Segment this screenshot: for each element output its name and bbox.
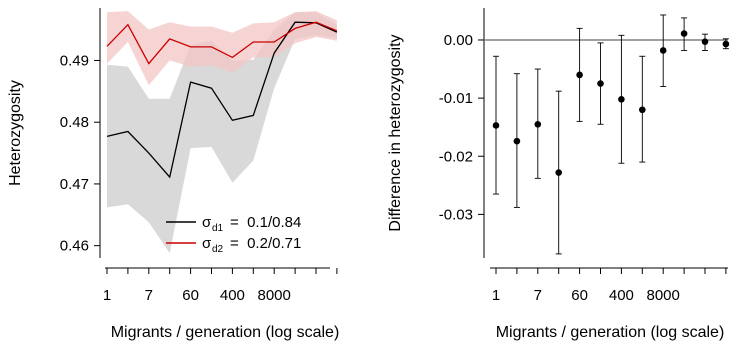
data-point bbox=[722, 40, 730, 48]
x-tick-label: 7 bbox=[534, 287, 542, 304]
x-tick-label: 8000 bbox=[647, 287, 680, 304]
left-x-axis-title: Migrants / generation (log scale) bbox=[111, 324, 340, 341]
line-series-2 bbox=[106, 21, 338, 65]
left-y-axis-title: Heterozygosity bbox=[7, 80, 24, 186]
y-tick-label: -0.02 bbox=[439, 148, 473, 165]
left-chart: 0.46 0.47 0.48 0.49 1 7 60 400 8000 Heterozygos… bbox=[7, 8, 339, 341]
error-bars bbox=[493, 14, 729, 255]
legend-entry-series-2: σ d2 = 0.2/0.71 bbox=[166, 235, 301, 255]
data-point bbox=[597, 80, 604, 87]
legend-entry-series-1: σ d1 = 0.1/0.84 bbox=[166, 214, 301, 234]
data-point bbox=[492, 122, 500, 129]
legend-value-series-1: = 0.1/0.84 bbox=[230, 214, 301, 231]
x-tick-label: 8000 bbox=[258, 287, 291, 304]
data-point bbox=[618, 95, 625, 103]
x-tick-label: 400 bbox=[220, 287, 245, 304]
right-y-ticks: 0.00 -0.01 -0.02 -0.03 bbox=[439, 32, 484, 223]
data-point bbox=[576, 71, 583, 79]
legend-symbol-series-1: σ bbox=[202, 214, 212, 231]
y-tick-label: 0.46 bbox=[60, 238, 89, 255]
x-tick-label: 60 bbox=[182, 287, 199, 304]
legend-subscript-series-1: d1 bbox=[212, 223, 224, 234]
left-y-ticks: 0.46 0.47 0.48 0.49 bbox=[60, 52, 100, 255]
y-tick-label: -0.03 bbox=[439, 206, 473, 223]
data-point bbox=[680, 30, 688, 37]
x-tick-label: 60 bbox=[571, 287, 588, 304]
right-x-ticks: 1 7 60 400 8000 bbox=[492, 268, 727, 304]
data-point bbox=[513, 137, 521, 145]
series-lines bbox=[106, 21, 338, 179]
data-point bbox=[534, 120, 542, 128]
legend-symbol-series-2: σ bbox=[202, 235, 212, 252]
legend-value-series-2: = 0.2/0.71 bbox=[230, 235, 301, 252]
line-series-1 bbox=[106, 21, 338, 179]
x-tick-label: 400 bbox=[609, 287, 634, 304]
data-point bbox=[555, 169, 562, 176]
y-tick-label: 0.48 bbox=[60, 114, 89, 131]
y-tick-label: 0.49 bbox=[60, 52, 89, 69]
legend: σ d1 = 0.1/0.84 σ d2 = 0.2/0.71 bbox=[166, 214, 301, 255]
data-point bbox=[659, 47, 667, 54]
confidence-band-series-1 bbox=[107, 12, 337, 254]
data-points bbox=[492, 30, 730, 176]
x-tick-label: 1 bbox=[103, 287, 111, 304]
y-tick-label: -0.01 bbox=[439, 90, 473, 107]
confidence-band-series-2 bbox=[107, 11, 337, 86]
confidence-bands bbox=[107, 11, 337, 254]
data-point bbox=[701, 38, 709, 46]
left-x-ticks: 1 7 60 400 8000 bbox=[103, 268, 338, 304]
y-tick-label: 0.00 bbox=[444, 32, 473, 49]
legend-subscript-series-2: d2 bbox=[212, 244, 224, 255]
x-tick-label: 1 bbox=[492, 287, 500, 304]
right-y-axis-title: Difference in heterozygosity bbox=[387, 34, 404, 231]
right-x-axis-title: Migrants / generation (log scale) bbox=[496, 324, 725, 341]
data-point bbox=[639, 106, 646, 114]
right-chart: 0.00 -0.01 -0.02 -0.03 1 7 60 400 8000 Differen… bbox=[387, 8, 730, 341]
y-tick-label: 0.47 bbox=[60, 176, 89, 193]
x-tick-label: 7 bbox=[145, 287, 153, 304]
